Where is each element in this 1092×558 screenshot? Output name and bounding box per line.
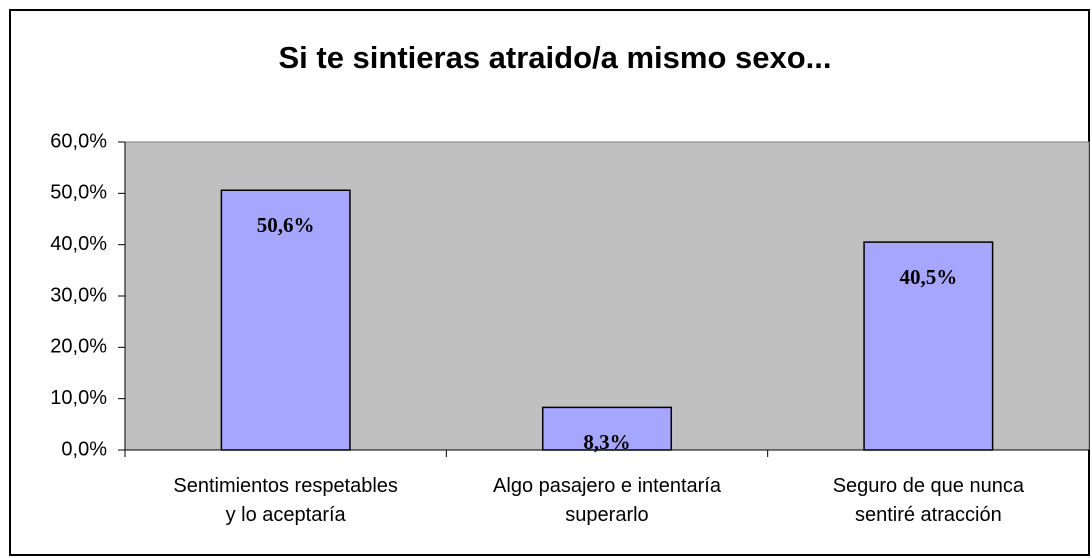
bar: [863, 241, 994, 451]
y-tick-label: 50,0%: [50, 182, 107, 204]
y-tick-label: 30,0%: [50, 284, 107, 306]
y-tick-label: 10,0%: [50, 387, 107, 409]
bar: [541, 406, 673, 451]
y-tick-label: 0,0%: [61, 438, 107, 460]
y-tick-label: 20,0%: [50, 336, 107, 358]
y-tick-label: 40,0%: [50, 233, 107, 255]
data-label: 50,6%: [257, 213, 315, 237]
data-label: 40,5%: [899, 265, 957, 289]
x-tick-label: Algo pasajero e intentaría superarlo: [493, 475, 721, 526]
x-tick-label: Seguro de que nunca sentiré atracción: [832, 475, 1024, 526]
chart-title: Si te sintieras atraido/a mismo sexo...: [278, 40, 831, 75]
data-label: 8,3%: [583, 430, 630, 454]
x-tick-label: Sentimientos respetables y lo aceptaría: [173, 475, 398, 526]
y-tick-label: 60,0%: [50, 130, 107, 152]
bar: [220, 189, 351, 451]
